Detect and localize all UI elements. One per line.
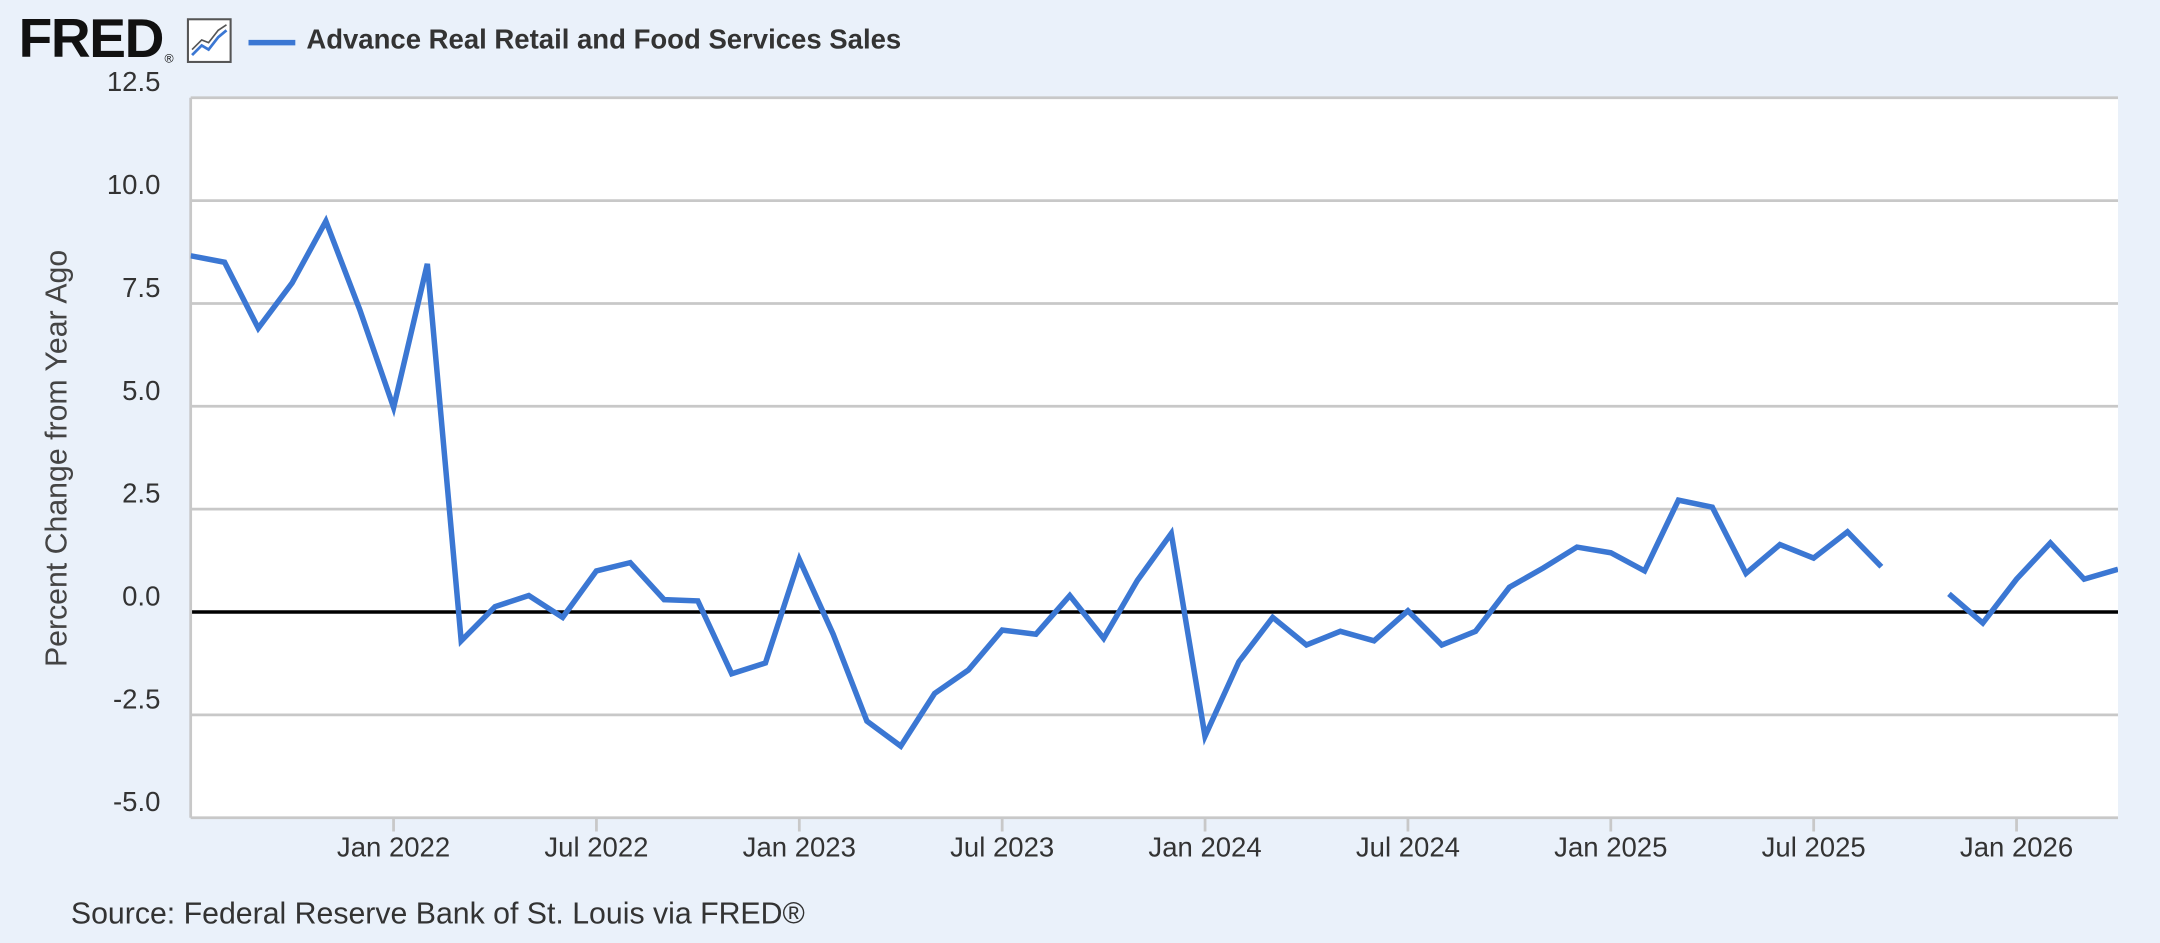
y-axis-title: Percent Change from Year Ago [41,250,74,667]
logo[interactable]: FRED [19,7,165,69]
series-line [190,214,2118,751]
x-tick-label: Jan 2026 [1960,832,2073,863]
x-tick-label: Jan 2024 [1148,832,1261,863]
plot-area [190,97,2118,818]
x-tick-label: Jul 2023 [950,832,1054,863]
chart-icon[interactable] [186,18,232,63]
y-tick-label: 0.0 [122,581,160,612]
y-tick-label: -5.0 [113,786,160,817]
logo-mark: ® [165,51,174,65]
x-tick-label: Jan 2023 [743,832,856,863]
x-tick-label: Jan 2022 [337,832,450,863]
y-tick-label: 10.0 [107,169,161,200]
y-tick-label: 7.5 [122,272,160,303]
x-tick-label: Jul 2022 [544,832,648,863]
y-tick-label: 2.5 [122,478,160,509]
icon-line [191,24,227,51]
x-tick-label: Jul 2024 [1356,832,1460,863]
icon-line [191,29,228,57]
y-tick-label: 5.0 [122,375,160,406]
legend-label: Advance Real Retail and Food Services Sa… [306,24,901,55]
y-tick-label: 12.5 [107,66,161,97]
y-tick-label: -2.5 [113,683,160,714]
x-tick-label: Jul 2025 [1762,832,1866,863]
x-tick-label: Jan 2025 [1554,832,1667,863]
source: Source: Federal Reserve Bank of St. Loui… [71,897,805,930]
